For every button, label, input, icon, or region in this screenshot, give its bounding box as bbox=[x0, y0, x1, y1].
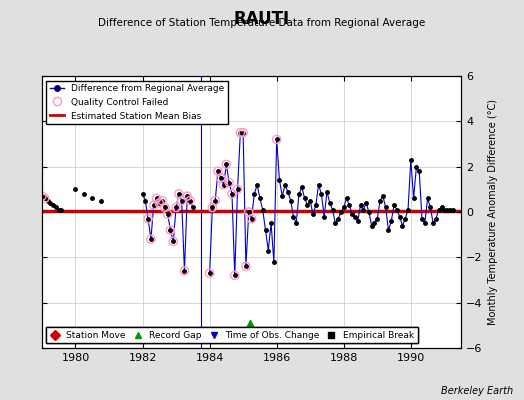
Point bbox=[242, 263, 250, 270]
Point bbox=[228, 191, 236, 197]
Text: Berkeley Earth: Berkeley Earth bbox=[441, 386, 514, 396]
Point bbox=[40, 195, 49, 202]
Point bbox=[158, 198, 166, 204]
Y-axis label: Monthly Temperature Anomaly Difference (°C): Monthly Temperature Anomaly Difference (… bbox=[488, 99, 498, 325]
Point bbox=[216, 175, 225, 181]
Point bbox=[231, 272, 239, 279]
Point bbox=[163, 211, 172, 218]
Point bbox=[246, 322, 254, 328]
Point bbox=[152, 195, 161, 202]
Text: RAUTI: RAUTI bbox=[234, 10, 290, 28]
Point bbox=[220, 182, 228, 188]
Point bbox=[245, 209, 253, 215]
Point bbox=[161, 204, 169, 211]
Point bbox=[149, 202, 158, 208]
Point bbox=[225, 179, 233, 186]
Point bbox=[247, 216, 256, 222]
Legend: Station Move, Record Gap, Time of Obs. Change, Empirical Break: Station Move, Record Gap, Time of Obs. C… bbox=[47, 327, 418, 344]
Point bbox=[166, 227, 174, 233]
Text: Difference of Station Temperature Data from Regional Average: Difference of Station Temperature Data f… bbox=[99, 18, 425, 28]
Point bbox=[272, 136, 281, 143]
Point bbox=[180, 268, 189, 274]
Point bbox=[147, 236, 155, 242]
Point bbox=[183, 193, 191, 199]
Point bbox=[236, 130, 245, 136]
Point bbox=[169, 238, 178, 245]
Point bbox=[211, 198, 220, 204]
Point bbox=[239, 130, 247, 136]
Point bbox=[155, 200, 163, 206]
Point bbox=[144, 216, 152, 222]
Point bbox=[174, 191, 183, 197]
Point bbox=[172, 204, 180, 211]
Point bbox=[233, 186, 242, 192]
Point bbox=[222, 161, 231, 168]
Point bbox=[38, 193, 46, 199]
Point bbox=[186, 198, 194, 204]
Point bbox=[214, 168, 222, 174]
Point bbox=[205, 270, 214, 276]
Point bbox=[178, 198, 186, 204]
Point bbox=[208, 204, 216, 211]
